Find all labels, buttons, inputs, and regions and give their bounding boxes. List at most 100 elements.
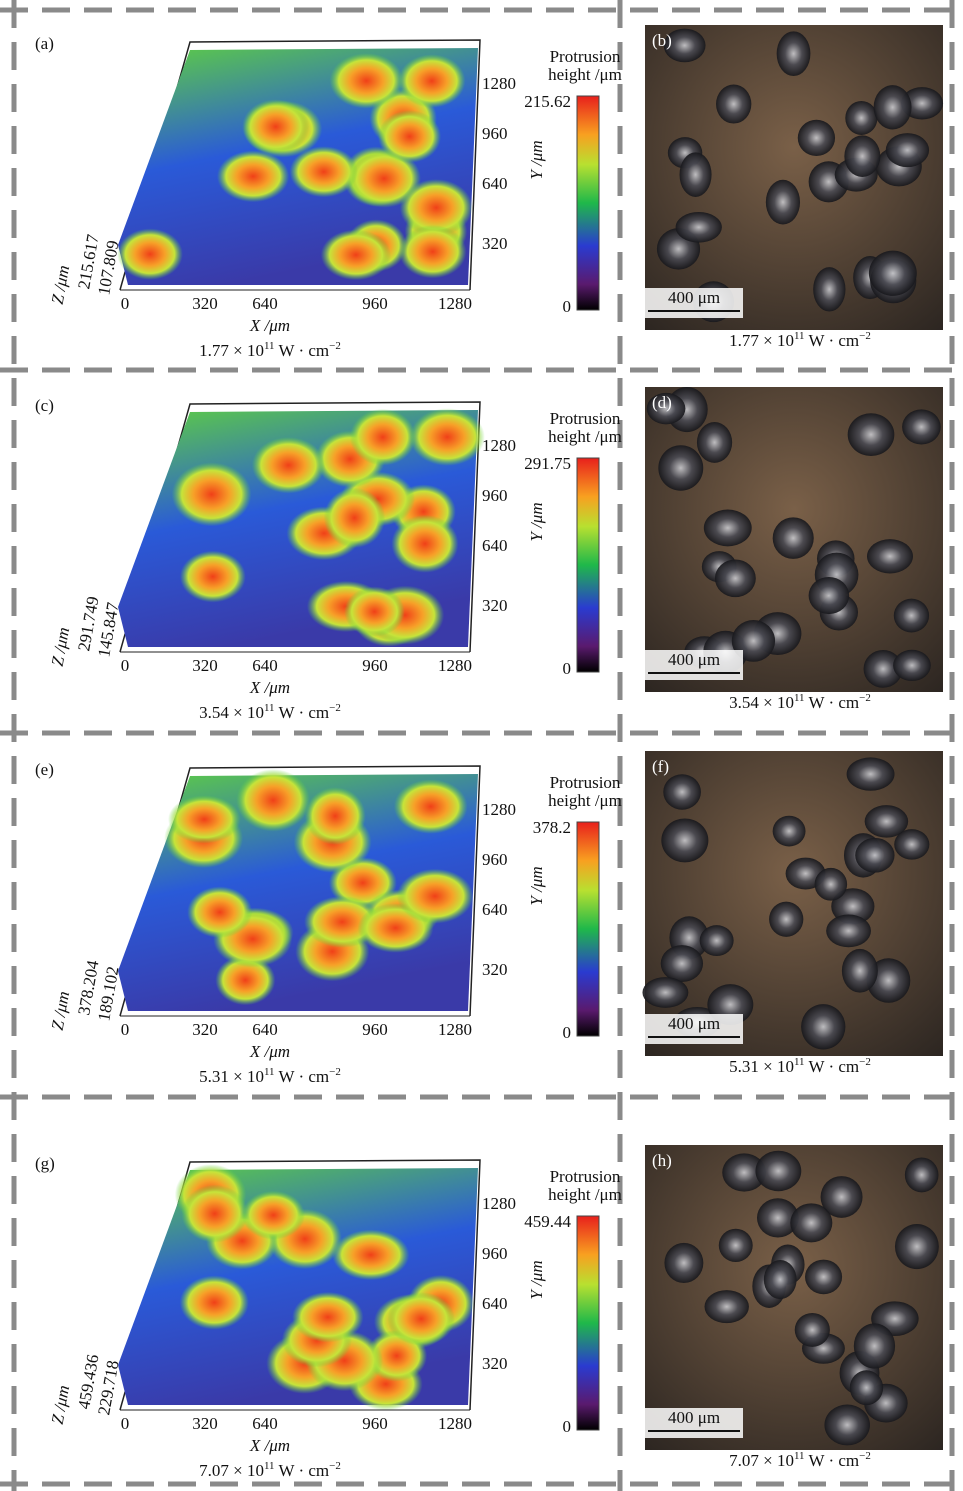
caption: 5.31 × 1011 W · cm−2 [199,1066,341,1086]
colorbar-min: 0 [563,659,572,678]
grain [755,1151,801,1191]
grain [663,774,701,810]
caption: 3.54 × 1011 W · cm−2 [199,702,341,722]
surface-peak [305,787,366,845]
y-tick-label: 640 [482,174,508,193]
z-axis-label: Z /μm [48,264,74,306]
figure: (a) 0 320 640 960 1280 X /μm 1280 960 640 320 Y /μm… [0,0,963,1491]
caption-part: −2 [329,702,341,714]
y-tick-label: 320 [482,960,508,979]
caption-part: 7.07 × 10 [729,1451,794,1470]
colorbar-max: 291.75 [524,454,571,473]
colorbar [577,1216,599,1430]
grain [886,133,929,167]
panel-label: (a) [35,34,54,53]
grain [902,409,941,444]
surface-peak [378,110,441,163]
caption-part: 11 [794,330,805,342]
surface-peak [180,1275,249,1329]
panel-label: (d) [652,393,672,412]
y-tick-label: 640 [482,536,508,555]
surface-peak [394,779,468,834]
caption-part: 11 [794,1450,805,1462]
caption-part: 11 [794,1056,805,1068]
scale-label: 400 μm [668,1408,720,1427]
grain [790,1203,832,1242]
y-tick-label: 960 [482,1244,508,1263]
grain [894,599,929,633]
surface-peak [387,1292,455,1346]
caption-part: −2 [859,1056,871,1068]
caption: 5.31 × 1011 W · cm−2 [729,1056,871,1076]
panel-label: (g) [35,1154,55,1173]
grain [676,212,722,243]
grain [766,180,800,225]
grain [867,539,913,573]
grain [700,925,734,956]
x-tick-label: 0 [121,656,130,675]
grain [842,949,878,993]
surface-peak [187,886,252,938]
x-tick-label: 320 [192,656,218,675]
caption-part: −2 [859,692,871,704]
caption-part: 5.31 × 10 [199,1067,264,1086]
x-tick-label: 640 [252,1020,278,1039]
x-tick-label: 320 [192,1020,218,1039]
caption-part: −2 [859,1450,871,1462]
grain [801,1004,845,1049]
caption-part: W · cm [805,1057,860,1076]
x-tick-label: 1280 [438,294,472,313]
caption: 1.77 × 1011 W · cm−2 [199,340,341,360]
surface-peak [330,53,404,108]
caption: 7.07 × 1011 W · cm−2 [199,1460,341,1480]
y-tick-label: 320 [482,234,508,253]
x-axis-label: X /μm [249,1436,290,1455]
grain [826,915,871,948]
grain [795,1313,830,1347]
x-axis-label: X /μm [249,1042,290,1061]
x-tick-label: 960 [362,656,388,675]
grain [850,1370,883,1405]
surface-peak [321,230,391,281]
y-tick-label: 640 [482,1294,508,1313]
colorbar-title: Protrusion [550,1167,621,1186]
panel-label: (h) [652,1151,672,1170]
grain [697,422,732,463]
x-tick-label: 960 [362,294,388,313]
grain [661,945,703,982]
y-axis-label: Y /μm [527,866,546,905]
grain [773,517,814,559]
caption-part: W · cm [275,341,330,360]
grain [777,31,811,76]
y-axis-label: Y /μm [527,1260,546,1299]
caption: 3.54 × 1011 W · cm−2 [729,692,871,712]
grain [661,818,708,862]
caption-part: 1.77 × 10 [729,331,794,350]
colorbar-max: 215.62 [524,92,571,111]
grain [845,101,877,135]
y-tick-label: 1280 [482,436,516,455]
grain [894,829,929,859]
grain [716,85,751,124]
x-axis-label: X /μm [249,678,290,697]
surface-peak [181,1185,248,1243]
x-tick-label: 320 [192,294,218,313]
grain [769,902,803,937]
grain [893,650,931,681]
grain [824,1405,870,1446]
caption-part: W · cm [275,1461,330,1480]
caption-part: W · cm [805,331,860,350]
grain [905,1157,939,1192]
colorbar-title: Protrusion [550,409,621,428]
surface-peak [292,1292,363,1343]
grain [719,1229,753,1262]
grain [813,267,845,311]
colorbar-title: Protrusion [550,47,621,66]
colorbar-max: 459.44 [524,1212,571,1231]
grain [642,977,688,1008]
grain [805,1260,842,1295]
y-tick-label: 960 [482,486,508,505]
panel-label: (c) [35,396,54,415]
y-tick-label: 1280 [482,74,516,93]
